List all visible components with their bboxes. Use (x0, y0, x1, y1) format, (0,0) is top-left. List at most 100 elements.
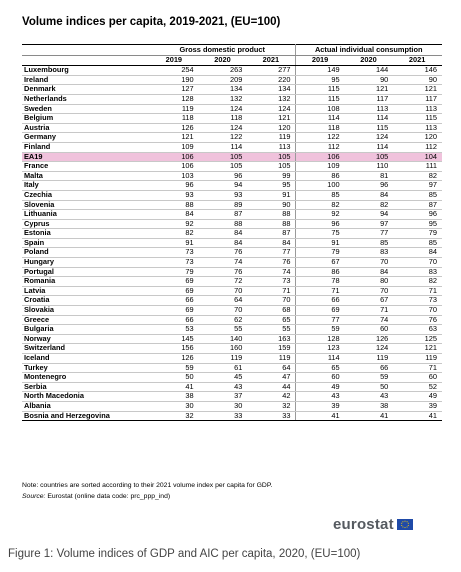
table-cell: 44 (247, 382, 296, 393)
table-cell: 76 (247, 257, 296, 268)
table-cell: 77 (344, 229, 394, 239)
table-cell: 146 (393, 66, 442, 76)
table-row: Czechia 93 93 91 85 84 85 (22, 190, 442, 201)
table-cell: 69 (150, 277, 199, 287)
table-cell: 134 (247, 85, 296, 95)
table-cell: 111 (393, 161, 442, 172)
table-cell: 84 (393, 248, 442, 259)
row-label: Germany (22, 133, 150, 143)
table-cell: 119 (344, 353, 394, 364)
table-cell: 119 (247, 353, 296, 364)
table-cell: 114 (344, 142, 394, 153)
table-cell: 88 (247, 219, 296, 230)
table-row: Luxembourg 254 263 277 149 144 146 (22, 66, 442, 76)
table-cell: 91 (295, 238, 345, 249)
source-label: Source: (22, 493, 46, 500)
table-cell: 67 (344, 296, 394, 307)
table-row: Portugal 79 76 74 86 84 83 (22, 267, 442, 278)
table-cell: 76 (198, 267, 248, 278)
table-cell: 52 (393, 382, 442, 393)
table-cell: 32 (150, 411, 199, 422)
table-cell: 114 (295, 114, 345, 124)
row-label: Serbia (22, 382, 150, 393)
table-cell: 87 (247, 229, 296, 239)
table-cell: 118 (198, 114, 248, 124)
table-row: Estonia 82 84 87 75 77 79 (22, 229, 442, 239)
table-cell: 70 (393, 257, 442, 268)
table-cell: 79 (150, 267, 199, 278)
table-cell: 43 (295, 392, 345, 402)
table-cell: 128 (150, 94, 199, 105)
table-cell: 71 (295, 286, 345, 297)
row-label: Denmark (22, 85, 150, 95)
row-label: Greece (22, 315, 150, 326)
table-cell: 74 (198, 257, 248, 268)
table-cell: 95 (295, 75, 345, 86)
table-cell: 254 (150, 66, 199, 76)
table-cell: 97 (393, 181, 442, 191)
table-cell: 79 (393, 229, 442, 239)
year-header: 2021 (393, 55, 442, 67)
row-label: Portugal (22, 267, 150, 278)
table-cell: 33 (198, 411, 248, 422)
table-cell: 41 (344, 411, 394, 422)
table-cell: 114 (295, 353, 345, 364)
table-cell: 39 (295, 401, 345, 412)
row-label: Latvia (22, 286, 150, 297)
table-cell: 43 (198, 382, 248, 393)
row-label: Cyprus (22, 219, 150, 230)
row-label: Italy (22, 181, 150, 191)
table-row: Croatia 66 64 70 66 67 73 (22, 296, 442, 307)
table-cell: 209 (198, 75, 248, 86)
table-cell: 68 (247, 305, 296, 316)
row-label: Bulgaria (22, 325, 150, 335)
table-row: Italy 96 94 95 100 96 97 (22, 181, 442, 191)
table-cell: 55 (198, 325, 248, 335)
row-label: Czechia (22, 190, 150, 201)
table-cell: 90 (344, 75, 394, 86)
table-cell: 99 (247, 171, 296, 182)
row-label: Belgium (22, 114, 150, 124)
row-label: Romania (22, 277, 150, 287)
table-row: Austria 126 124 120 118 115 113 (22, 123, 442, 134)
table-cell: 92 (295, 209, 345, 220)
table-note: Note: countries are sorted according to … (22, 482, 273, 489)
table-cell: 163 (247, 333, 296, 345)
year-header: 2020 (198, 55, 248, 67)
table-cell: 94 (344, 209, 394, 220)
table-row: North Macedonia 38 37 42 43 43 49 (22, 392, 442, 402)
table-row: Iceland 126 119 119 114 119 119 (22, 353, 442, 364)
table-cell: 70 (247, 296, 296, 307)
table-row: Lithuania 84 87 88 92 94 96 (22, 209, 442, 220)
table-cell: 128 (295, 333, 345, 345)
table-cell: 76 (198, 248, 248, 259)
table-row: Poland 73 76 77 79 83 84 (22, 248, 442, 259)
table-cell: 93 (150, 190, 199, 201)
table-cell: 156 (150, 344, 199, 354)
table-cell: 190 (150, 75, 199, 86)
table-cell: 113 (247, 142, 296, 153)
table-cell: 73 (150, 257, 199, 268)
table-row: Netherlands 128 132 132 115 117 117 (22, 94, 442, 105)
table-cell: 71 (393, 286, 442, 297)
row-label: Luxembourg (22, 66, 150, 76)
source-text: Eurostat (online data code: prc_ppp_ind) (47, 493, 171, 500)
year-header: 2021 (247, 55, 296, 67)
row-label: Sweden (22, 104, 150, 115)
table-cell: 82 (393, 171, 442, 182)
year-header: 2019 (150, 55, 199, 67)
table-cell: 100 (295, 181, 345, 191)
row-label: Ireland (22, 75, 150, 86)
table-cell: 72 (198, 277, 248, 287)
table-row: Cyprus 92 88 88 96 97 95 (22, 219, 442, 230)
table-cell: 105 (198, 161, 248, 172)
table-cell: 41 (393, 411, 442, 422)
table-cell: 70 (198, 305, 248, 316)
table-cell: 66 (150, 315, 199, 326)
table-row: Latvia 69 70 71 71 70 71 (22, 286, 442, 297)
table-cell: 30 (150, 401, 199, 412)
table-cell: 93 (198, 190, 248, 201)
table-row: Ireland 190 209 220 95 90 90 (22, 75, 442, 86)
table-cell: 79 (295, 248, 345, 259)
